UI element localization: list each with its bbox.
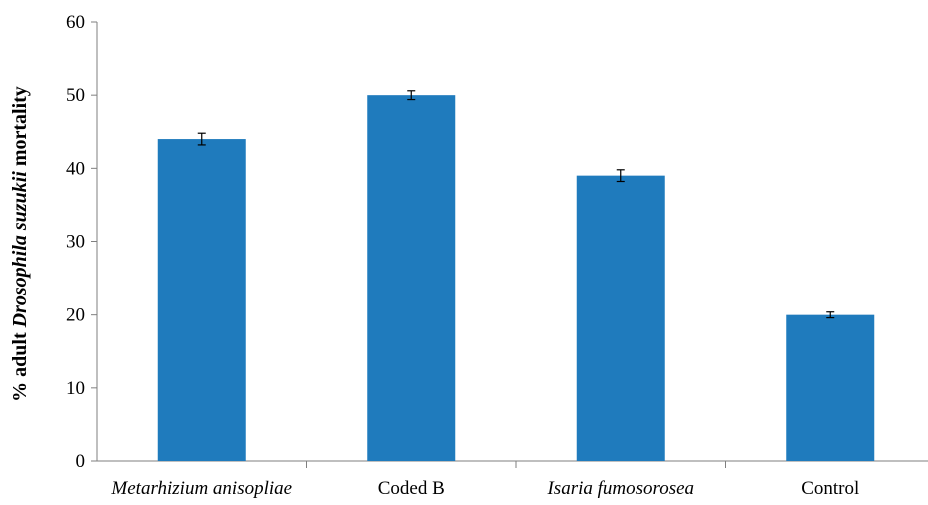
y-tick-label: 50 [66,85,85,106]
y-axis-label: % adult Drosophila suzukii mortality [9,86,31,402]
y-tick-label: 30 [66,232,85,253]
bar [576,175,665,461]
y-axis-label-species: Drosophila suzukii [9,171,31,329]
y-tick-label: 0 [76,451,86,472]
bar [157,139,246,462]
y-axis-label-suffix: mortality [9,86,31,171]
x-category-label: Coded B [378,478,445,499]
bars [157,95,875,462]
error-bars [197,90,835,319]
x-category-label: Metarhizium anisopliae [110,478,292,499]
x-category-label: Control [801,478,859,499]
bar [367,95,456,462]
y-tick-label: 40 [66,158,85,179]
x-category-label: Isaria fumosorosea [546,478,694,499]
x-category-labels: Metarhizium anisopliae Coded B Isaria fumo… [110,478,859,499]
y-axis-label-prefix: % adult [9,327,31,401]
y-tick-label: 10 [66,378,85,399]
y-tick-labels: 0 10 20 30 40 50 60 [66,12,85,472]
y-tick-label: 60 [66,12,85,33]
y-tick-label: 20 [66,305,85,326]
bar [786,314,875,461]
